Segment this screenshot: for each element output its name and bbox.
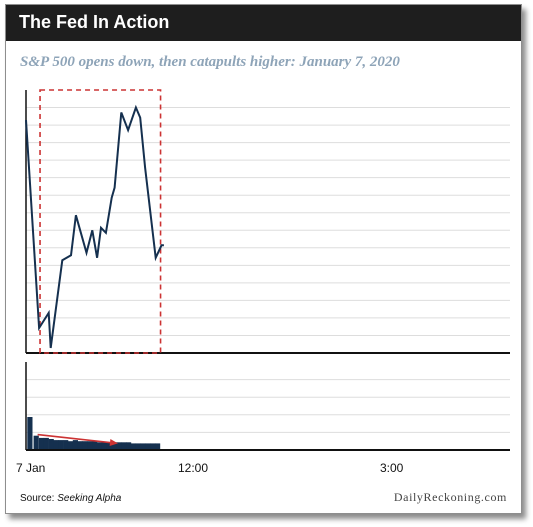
price-gridlines: [26, 107, 510, 336]
price-panel: [25, 89, 510, 354]
chart-card: The Fed In Action S&P 500 opens down, th…: [5, 4, 522, 514]
volume-bar: [82, 441, 88, 450]
volume-bar: [101, 442, 107, 450]
volume-bar: [106, 442, 112, 450]
volume-trend-arrowhead: [109, 439, 118, 447]
volume-bar: [87, 441, 93, 450]
volume-bar: [72, 440, 78, 450]
volume-bar: [140, 443, 146, 450]
volume-bars: [27, 417, 161, 450]
header-title: The Fed In Action: [19, 12, 170, 32]
volume-bar: [58, 440, 64, 450]
volume-bar: [150, 443, 156, 450]
source-note: Source: Seeking Alpha: [20, 493, 121, 504]
price-series-line: [25, 104, 164, 349]
volume-bar: [145, 443, 151, 450]
volume-bar: [27, 417, 33, 450]
volume-bar: [38, 437, 45, 450]
volume-trend-arrow: [37, 433, 111, 444]
volume-gridlines: [26, 379, 510, 433]
volume-bar: [111, 442, 117, 450]
header-bar: The Fed In Action: [6, 5, 521, 41]
volume-bar: [53, 440, 59, 450]
volume-bar: [126, 442, 132, 450]
volume-bar: [77, 441, 83, 450]
chart-subtitle: S&P 500 opens down, then catapults highe…: [20, 54, 400, 70]
volume-bar: [116, 442, 122, 450]
volume-bar: [63, 440, 69, 450]
volume-bar: [33, 435, 39, 450]
volume-bar: [155, 443, 161, 450]
source-prefix: Source:: [20, 493, 58, 504]
volume-bar: [48, 439, 54, 450]
volume-bar: [130, 443, 136, 450]
volume-bar: [92, 441, 98, 450]
volume-bar: [135, 443, 141, 450]
volume-bar: [121, 442, 127, 450]
x-tick-12-00: 12:00: [178, 461, 209, 475]
volume-bar: [43, 437, 49, 450]
x-tick-7-jan: 7 Jan: [16, 461, 46, 475]
source-name: Seeking Alpha: [57, 493, 122, 504]
volume-bar: [97, 442, 103, 450]
highlight-box: [39, 89, 162, 354]
volume-panel: [25, 362, 510, 451]
brand-logo-text: DailyReckoning.com: [393, 490, 507, 504]
volume-bar: [67, 441, 74, 450]
chart-svg: [25, 89, 510, 451]
x-tick-3-00: 3:00: [380, 461, 404, 475]
